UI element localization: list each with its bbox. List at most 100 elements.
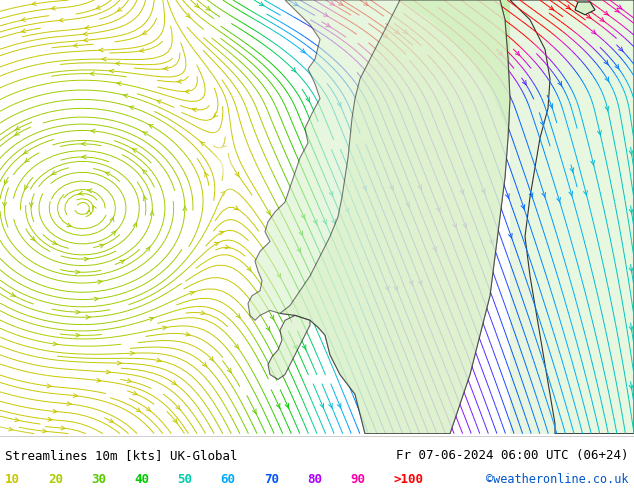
FancyArrowPatch shape bbox=[48, 417, 52, 421]
FancyArrowPatch shape bbox=[200, 142, 205, 146]
Bar bbox=[510, 0, 634, 434]
FancyArrowPatch shape bbox=[515, 51, 520, 56]
FancyArrowPatch shape bbox=[235, 172, 240, 177]
FancyArrowPatch shape bbox=[570, 168, 574, 173]
FancyArrowPatch shape bbox=[112, 231, 116, 235]
Text: >100: >100 bbox=[393, 473, 423, 487]
FancyArrowPatch shape bbox=[629, 209, 633, 214]
FancyArrowPatch shape bbox=[221, 192, 225, 196]
FancyArrowPatch shape bbox=[508, 233, 512, 239]
Text: 60: 60 bbox=[221, 473, 236, 487]
FancyArrowPatch shape bbox=[629, 150, 633, 155]
FancyArrowPatch shape bbox=[143, 132, 148, 136]
FancyArrowPatch shape bbox=[629, 326, 633, 331]
Polygon shape bbox=[510, 0, 634, 246]
FancyArrowPatch shape bbox=[116, 62, 120, 66]
FancyArrowPatch shape bbox=[149, 317, 153, 321]
FancyArrowPatch shape bbox=[390, 185, 393, 191]
FancyArrowPatch shape bbox=[489, 240, 493, 245]
FancyArrowPatch shape bbox=[51, 6, 55, 10]
Text: 40: 40 bbox=[134, 473, 150, 487]
FancyArrowPatch shape bbox=[542, 193, 545, 197]
FancyArrowPatch shape bbox=[109, 419, 113, 423]
FancyArrowPatch shape bbox=[124, 94, 128, 98]
FancyArrowPatch shape bbox=[3, 202, 6, 207]
FancyArrowPatch shape bbox=[285, 403, 289, 409]
FancyArrowPatch shape bbox=[209, 357, 214, 361]
FancyArrowPatch shape bbox=[235, 344, 239, 349]
FancyArrowPatch shape bbox=[205, 172, 209, 177]
FancyArrowPatch shape bbox=[100, 244, 104, 248]
FancyArrowPatch shape bbox=[292, 68, 296, 72]
FancyArrowPatch shape bbox=[481, 189, 485, 194]
FancyArrowPatch shape bbox=[569, 191, 573, 196]
FancyArrowPatch shape bbox=[90, 72, 94, 75]
FancyArrowPatch shape bbox=[133, 222, 137, 227]
FancyArrowPatch shape bbox=[83, 32, 87, 36]
FancyArrowPatch shape bbox=[521, 204, 525, 210]
FancyArrowPatch shape bbox=[259, 2, 264, 6]
FancyArrowPatch shape bbox=[328, 403, 332, 408]
FancyArrowPatch shape bbox=[363, 186, 366, 191]
FancyArrowPatch shape bbox=[332, 219, 335, 224]
FancyArrowPatch shape bbox=[385, 286, 389, 291]
FancyArrowPatch shape bbox=[394, 286, 398, 291]
FancyArrowPatch shape bbox=[146, 246, 150, 251]
FancyArrowPatch shape bbox=[549, 6, 553, 10]
FancyArrowPatch shape bbox=[143, 31, 147, 34]
FancyArrowPatch shape bbox=[605, 77, 609, 82]
FancyArrowPatch shape bbox=[186, 13, 190, 18]
FancyArrowPatch shape bbox=[143, 170, 147, 174]
FancyArrowPatch shape bbox=[223, 143, 227, 147]
Polygon shape bbox=[248, 0, 510, 434]
FancyArrowPatch shape bbox=[299, 231, 303, 236]
FancyArrowPatch shape bbox=[619, 47, 623, 51]
FancyArrowPatch shape bbox=[270, 315, 274, 320]
FancyArrowPatch shape bbox=[337, 403, 341, 408]
Text: Streamlines 10m [kts] UK-Global: Streamlines 10m [kts] UK-Global bbox=[5, 449, 238, 463]
Text: 50: 50 bbox=[178, 473, 193, 487]
Text: 20: 20 bbox=[48, 473, 63, 487]
FancyArrowPatch shape bbox=[76, 310, 80, 314]
FancyArrowPatch shape bbox=[549, 103, 553, 109]
FancyArrowPatch shape bbox=[74, 44, 78, 48]
FancyArrowPatch shape bbox=[98, 280, 102, 284]
FancyArrowPatch shape bbox=[364, 1, 368, 5]
FancyArrowPatch shape bbox=[67, 223, 72, 227]
FancyArrowPatch shape bbox=[219, 231, 224, 235]
FancyArrowPatch shape bbox=[25, 185, 29, 190]
FancyArrowPatch shape bbox=[629, 268, 633, 272]
FancyArrowPatch shape bbox=[85, 25, 89, 29]
FancyArrowPatch shape bbox=[91, 129, 95, 133]
FancyArrowPatch shape bbox=[61, 426, 65, 430]
FancyArrowPatch shape bbox=[76, 333, 80, 337]
FancyArrowPatch shape bbox=[604, 11, 609, 15]
FancyArrowPatch shape bbox=[529, 193, 533, 198]
FancyArrowPatch shape bbox=[87, 189, 92, 193]
FancyArrowPatch shape bbox=[30, 236, 35, 241]
FancyArrowPatch shape bbox=[94, 297, 98, 301]
FancyArrowPatch shape bbox=[133, 391, 138, 395]
FancyArrowPatch shape bbox=[176, 405, 180, 410]
FancyArrowPatch shape bbox=[276, 403, 280, 409]
FancyArrowPatch shape bbox=[117, 361, 122, 365]
FancyArrowPatch shape bbox=[605, 106, 609, 111]
Text: 10: 10 bbox=[5, 473, 20, 487]
Text: ©weatheronline.co.uk: ©weatheronline.co.uk bbox=[486, 473, 629, 487]
FancyArrowPatch shape bbox=[394, 29, 399, 34]
FancyArrowPatch shape bbox=[52, 171, 56, 175]
FancyArrowPatch shape bbox=[337, 102, 341, 107]
FancyArrowPatch shape bbox=[297, 248, 301, 253]
FancyArrowPatch shape bbox=[266, 210, 271, 215]
FancyArrowPatch shape bbox=[107, 370, 110, 374]
FancyArrowPatch shape bbox=[629, 385, 633, 390]
Polygon shape bbox=[575, 2, 595, 15]
FancyArrowPatch shape bbox=[15, 126, 20, 130]
FancyArrowPatch shape bbox=[615, 8, 619, 12]
FancyArrowPatch shape bbox=[82, 142, 86, 146]
FancyArrowPatch shape bbox=[234, 206, 238, 210]
FancyArrowPatch shape bbox=[186, 332, 190, 336]
FancyArrowPatch shape bbox=[252, 409, 256, 414]
FancyArrowPatch shape bbox=[15, 131, 20, 135]
FancyArrowPatch shape bbox=[59, 18, 63, 22]
